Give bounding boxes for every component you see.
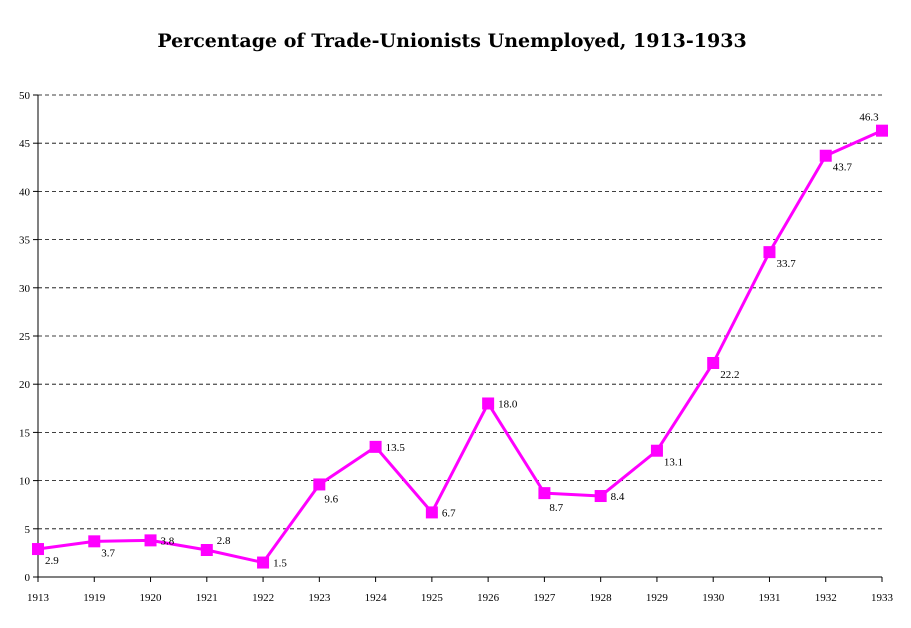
y-tick-label-50: 50 (19, 90, 31, 102)
data-label-1924: 13.5 (386, 442, 406, 454)
y-tick-label-40: 40 (19, 186, 31, 198)
series-layer (32, 124, 888, 569)
x-tick-label-1927: 1927 (533, 592, 556, 604)
x-tick-label-1919: 1919 (83, 592, 106, 604)
x-tick-labels: 1913 1919 1920 1921 1922 1923 1924 1925 1926 1927… (27, 592, 894, 604)
data-label-1925: 6.7 (442, 507, 456, 519)
data-label-1932: 43.7 (833, 162, 853, 174)
data-label-1926: 18.0 (498, 398, 518, 410)
data-label-1933: 46.3 (859, 112, 879, 124)
data-label-1929: 13.1 (664, 457, 683, 469)
x-tick-label-1920: 1920 (140, 592, 163, 604)
data-point-1925 (425, 506, 438, 519)
data-point-1924 (369, 440, 382, 453)
data-label-1923: 9.6 (324, 493, 338, 505)
data-point-1933 (876, 124, 888, 137)
x-tick-label-1930: 1930 (702, 592, 725, 604)
x-tick-label-1913: 1913 (27, 592, 50, 604)
chart-title: Percentage of Trade-Unionists Unemployed… (157, 30, 746, 52)
data-point-1926 (482, 397, 495, 410)
data-label-1927: 8.7 (549, 502, 563, 514)
data-point-1919 (88, 535, 101, 548)
data-point-1927 (538, 487, 551, 500)
y-tick-label-25: 25 (19, 331, 31, 343)
x-tick-label-1925: 1925 (421, 592, 444, 604)
x-tick-label-1929: 1929 (646, 592, 669, 604)
x-tick-label-1931: 1931 (758, 592, 780, 604)
data-point-1932 (819, 149, 832, 162)
data-label-1920: 3.8 (161, 535, 175, 547)
y-tick-label-15: 15 (19, 427, 31, 439)
data-label-1928: 8.4 (611, 491, 625, 503)
y-tick-label-0: 0 (25, 572, 31, 584)
x-tick-label-1926: 1926 (477, 592, 500, 604)
data-label-1919: 3.7 (101, 547, 115, 559)
x-tick-label-1921: 1921 (196, 592, 218, 604)
y-tick-labels: 0 5 10 15 20 25 30 35 40 45 50 (19, 90, 31, 584)
data-point-1929 (650, 444, 663, 457)
data-point-1920 (144, 534, 157, 547)
y-tick-label-35: 35 (19, 235, 31, 247)
x-tick-label-1924: 1924 (365, 592, 388, 604)
x-tick-label-1928: 1928 (590, 592, 613, 604)
data-point-1928 (594, 490, 607, 503)
data-label-1922: 1.5 (273, 558, 287, 570)
y-tick-label-30: 30 (19, 283, 31, 295)
data-label-1931: 33.7 (776, 258, 796, 270)
data-point-1913 (32, 543, 44, 556)
data-label-1913: 2.9 (45, 555, 59, 567)
y-tick-label-10: 10 (19, 476, 31, 488)
data-point-1930 (707, 356, 720, 369)
x-tick-label-1933: 1933 (871, 592, 894, 604)
data-point-1923 (313, 478, 326, 491)
data-point-1922 (257, 556, 270, 569)
y-tick-label-5: 5 (25, 524, 31, 536)
x-tick-label-1922: 1922 (252, 592, 274, 604)
y-tick-label-45: 45 (19, 138, 31, 150)
x-tick-label-1932: 1932 (815, 592, 837, 604)
y-tick-label-20: 20 (19, 379, 31, 391)
data-point-1921 (200, 544, 213, 557)
x-tick-label-1923: 1923 (308, 592, 331, 604)
series-line-0 (37, 129, 883, 565)
data-point-1931 (763, 246, 776, 259)
data-label-1921: 2.8 (217, 535, 231, 547)
data-label-1930: 22.2 (720, 369, 739, 381)
axes (33, 94, 883, 582)
data-labels: 2.9 3.7 3.8 2.8 1.5 9.6 13.5 6.7 18.0 8.7 8.4 13.1 2… (45, 112, 879, 570)
gridlines (38, 94, 882, 530)
